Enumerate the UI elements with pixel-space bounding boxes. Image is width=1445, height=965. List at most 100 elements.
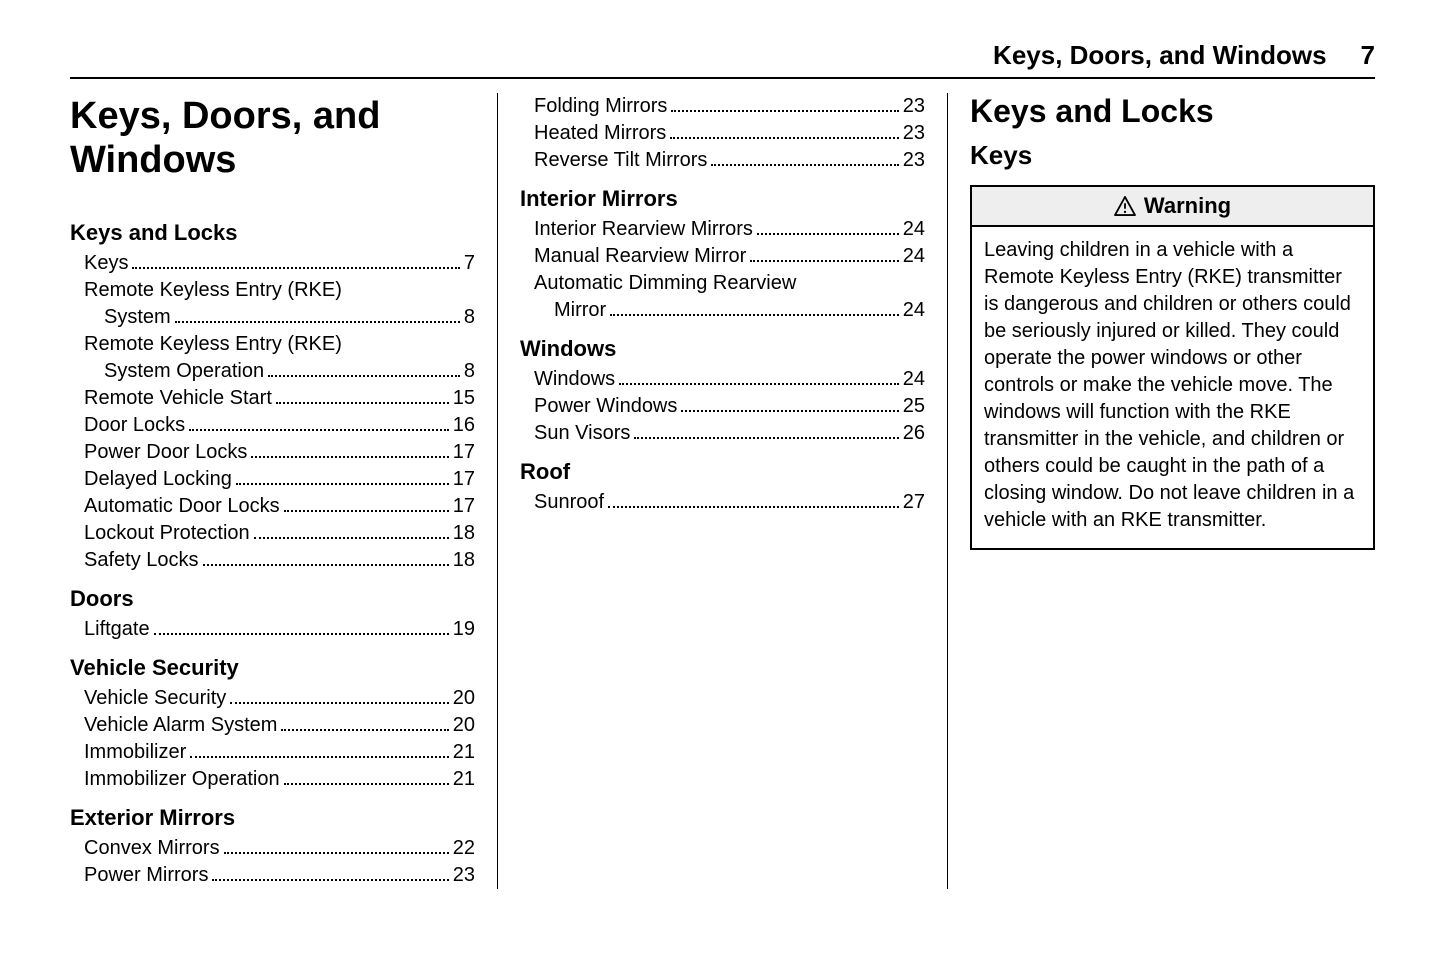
toc-entry-continuation: System 8: [70, 304, 475, 331]
toc-page-number: 20: [453, 712, 475, 739]
page-header: Keys, Doors, and Windows 7: [70, 40, 1375, 79]
toc-page-number: 24: [903, 366, 925, 393]
toc-section-heading: Vehicle Security: [70, 655, 475, 681]
toc-page-number: 23: [453, 862, 475, 889]
toc-leader-dots: [634, 437, 898, 439]
toc-section-heading: Interior Mirrors: [520, 186, 925, 212]
warning-box: Warning Leaving children in a vehicle wi…: [970, 185, 1375, 550]
toc-entry-label: Convex Mirrors: [84, 835, 220, 862]
warning-header: Warning: [972, 187, 1373, 227]
toc-entry: Automatic Door Locks17: [70, 493, 475, 520]
toc-page-number: 18: [453, 520, 475, 547]
toc-page-number: 15: [453, 385, 475, 412]
toc-entry-label: Power Door Locks: [84, 439, 247, 466]
toc-entry: Remote Keyless Entry (RKE): [70, 277, 475, 304]
toc-leader-dots: [154, 633, 449, 635]
toc-entry: Reverse Tilt Mirrors23: [520, 147, 925, 174]
toc-entry: Vehicle Security20: [70, 685, 475, 712]
toc-entry-label: Remote Vehicle Start: [84, 385, 272, 412]
toc-entry-label: System: [104, 304, 171, 331]
toc-page-number: 17: [453, 439, 475, 466]
toc-entry-label: Folding Mirrors: [534, 93, 667, 120]
toc-entry: Interior Rearview Mirrors24: [520, 216, 925, 243]
toc-entry-label: Sunroof: [534, 489, 604, 516]
toc-leader-dots: [236, 483, 449, 485]
toc-entry-label: Keys: [84, 250, 128, 277]
toc-section-heading: Keys and Locks: [70, 220, 475, 246]
toc-leader-dots: [750, 260, 898, 262]
toc-section-heading: Windows: [520, 336, 925, 362]
toc-entry: Door Locks16: [70, 412, 475, 439]
toc-entry-label: Interior Rearview Mirrors: [534, 216, 753, 243]
toc-leader-dots: [711, 164, 898, 166]
toc-leader-dots: [212, 879, 448, 881]
warning-body: Leaving children in a vehicle with a Rem…: [972, 227, 1373, 548]
toc-leader-dots: [610, 314, 899, 316]
toc-leader-dots: [251, 456, 448, 458]
warning-triangle-icon: [1114, 196, 1136, 216]
column-separator-2: [947, 93, 948, 889]
toc-entry-label: Vehicle Alarm System: [84, 712, 277, 739]
toc-leader-dots: [619, 383, 899, 385]
toc-entry: Lockout Protection 18: [70, 520, 475, 547]
toc-entry-label: Heated Mirrors: [534, 120, 666, 147]
toc-page-number: 23: [903, 120, 925, 147]
toc-leader-dots: [284, 783, 449, 785]
toc-section-heading: Doors: [70, 586, 475, 612]
toc-page-number: 21: [453, 739, 475, 766]
toc-leader-dots: [281, 729, 448, 731]
toc-entry-label: Safety Locks: [84, 547, 199, 574]
toc-leader-dots: [254, 537, 449, 539]
toc-entry: Remote Vehicle Start 15: [70, 385, 475, 412]
toc-page-number: 21: [453, 766, 475, 793]
toc-entry-label: Delayed Locking: [84, 466, 232, 493]
toc-leader-dots: [757, 233, 899, 235]
toc-entry-continuation: Mirror24: [520, 297, 925, 324]
toc-entry-label: Lockout Protection: [84, 520, 250, 547]
toc-entry: Power Door Locks 17: [70, 439, 475, 466]
column-separator-1: [497, 93, 498, 889]
toc-leader-dots: [189, 429, 449, 431]
toc-leader-dots: [224, 852, 449, 854]
toc-entry-label: Sun Visors: [534, 420, 630, 447]
toc-entry-label: Vehicle Security: [84, 685, 226, 712]
toc-entry: Immobilizer Operation21: [70, 766, 475, 793]
warning-label: Warning: [1144, 193, 1231, 219]
toc-entry: Power Windows 25: [520, 393, 925, 420]
toc-entry-label: Liftgate: [84, 616, 150, 643]
toc-leader-dots: [276, 402, 449, 404]
toc-entry: Keys 7: [70, 250, 475, 277]
toc-page-number: 23: [903, 93, 925, 120]
toc-entry-label: Mirror: [554, 297, 606, 324]
toc-leader-dots: [203, 564, 449, 566]
toc-page-number: 16: [453, 412, 475, 439]
toc-entry-label: Automatic Door Locks: [84, 493, 280, 520]
toc-entry: Heated Mirrors 23: [520, 120, 925, 147]
toc-page-number: 27: [903, 489, 925, 516]
toc-leader-dots: [608, 506, 899, 508]
toc-entry: Sunroof 27: [520, 489, 925, 516]
toc-page-number: 17: [453, 466, 475, 493]
toc-entry: Liftgate 19: [70, 616, 475, 643]
header-page-number: 7: [1361, 40, 1375, 71]
toc-page-number: 8: [464, 358, 475, 385]
toc-leader-dots: [681, 410, 898, 412]
toc-page-number: 19: [453, 616, 475, 643]
toc-leader-dots: [671, 110, 898, 112]
toc-entry: Convex Mirrors22: [70, 835, 475, 862]
column-1: Keys, Doors, and Windows Keys and LocksK…: [70, 93, 487, 889]
toc-page-number: 18: [453, 547, 475, 574]
toc-page-number: 8: [464, 304, 475, 331]
toc-section-heading: Exterior Mirrors: [70, 805, 475, 831]
toc-page-number: 24: [903, 243, 925, 270]
toc-page-number: 7: [464, 250, 475, 277]
toc-page-number: 25: [903, 393, 925, 420]
toc-entry-label: Power Windows: [534, 393, 677, 420]
toc-entry: Windows24: [520, 366, 925, 393]
header-title: Keys, Doors, and Windows: [993, 40, 1326, 71]
toc-entry-label: Reverse Tilt Mirrors: [534, 147, 707, 174]
toc-leader-dots: [190, 756, 449, 758]
toc-leader-dots: [670, 137, 898, 139]
column-3: Keys and Locks Keys Warning Leaving chil…: [958, 93, 1375, 889]
toc-entry: Power Mirrors23: [70, 862, 475, 889]
